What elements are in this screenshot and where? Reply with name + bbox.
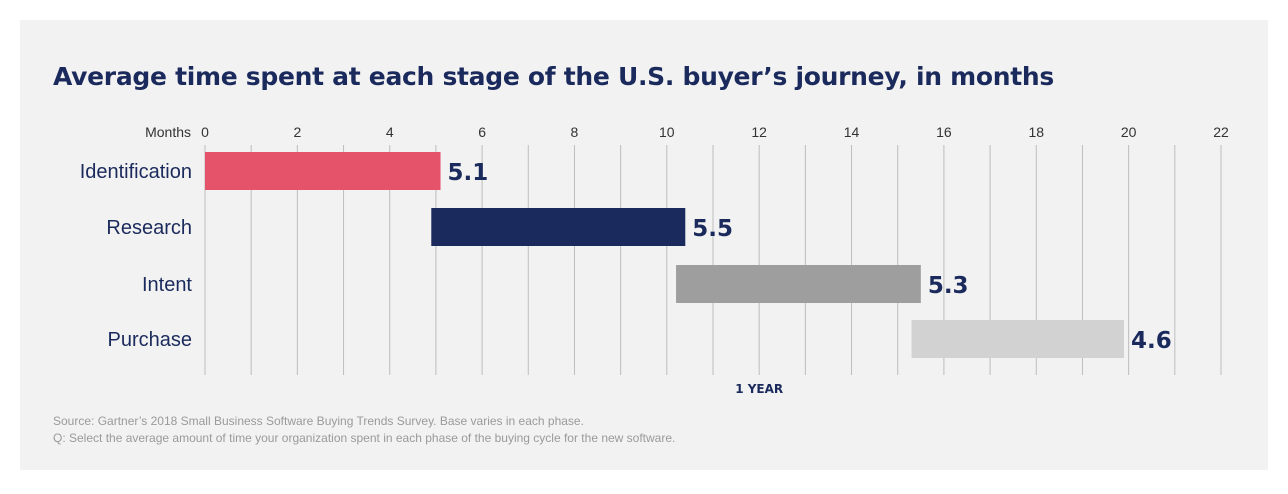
x-tick-label: 2 <box>293 124 301 140</box>
bars <box>205 152 1125 358</box>
value-label-identification: 5.1 <box>448 160 489 186</box>
x-tick-label: 16 <box>936 124 952 140</box>
x-tick-label: 20 <box>1121 124 1137 140</box>
category-labels: Identification Research Intent Purchase <box>80 161 193 351</box>
category-label-research: Research <box>106 217 192 239</box>
bar-identification <box>205 152 441 190</box>
value-label-purchase: 4.6 <box>1131 328 1172 354</box>
x-tick-label: 22 <box>1213 124 1229 140</box>
x-tick-label: 18 <box>1028 124 1044 140</box>
x-tick-label: 6 <box>478 124 486 140</box>
x-tick-label: 8 <box>571 124 579 140</box>
x-tick-label: 0 <box>201 124 209 140</box>
x-tick-label: 12 <box>751 124 767 140</box>
source-footnote: Source: Gartner’s 2018 Small Business So… <box>53 414 584 428</box>
chart-title: Average time spent at each stage of the … <box>53 62 1054 91</box>
tick-labels: 0 2 4 6 8 10 12 14 16 18 20 22 <box>201 124 1229 140</box>
question-footnote: Q: Select the average amount of time you… <box>53 431 676 445</box>
category-label-purchase: Purchase <box>108 329 193 351</box>
x-tick-label: 4 <box>386 124 394 140</box>
x-tick-label: 14 <box>844 124 860 140</box>
x-tick-label: 10 <box>659 124 675 140</box>
bar-intent <box>676 265 921 303</box>
axis-label: Months <box>145 124 191 140</box>
value-label-research: 5.5 <box>692 216 733 242</box>
bar-purchase <box>911 320 1125 358</box>
value-label-intent: 5.3 <box>928 273 969 299</box>
one-year-marker-label: 1 YEAR <box>735 382 783 396</box>
category-label-intent: Intent <box>142 274 192 296</box>
value-labels: 5.1 5.5 5.3 4.6 <box>448 160 1172 354</box>
category-label-identification: Identification <box>80 161 192 183</box>
bar-research <box>431 208 686 246</box>
